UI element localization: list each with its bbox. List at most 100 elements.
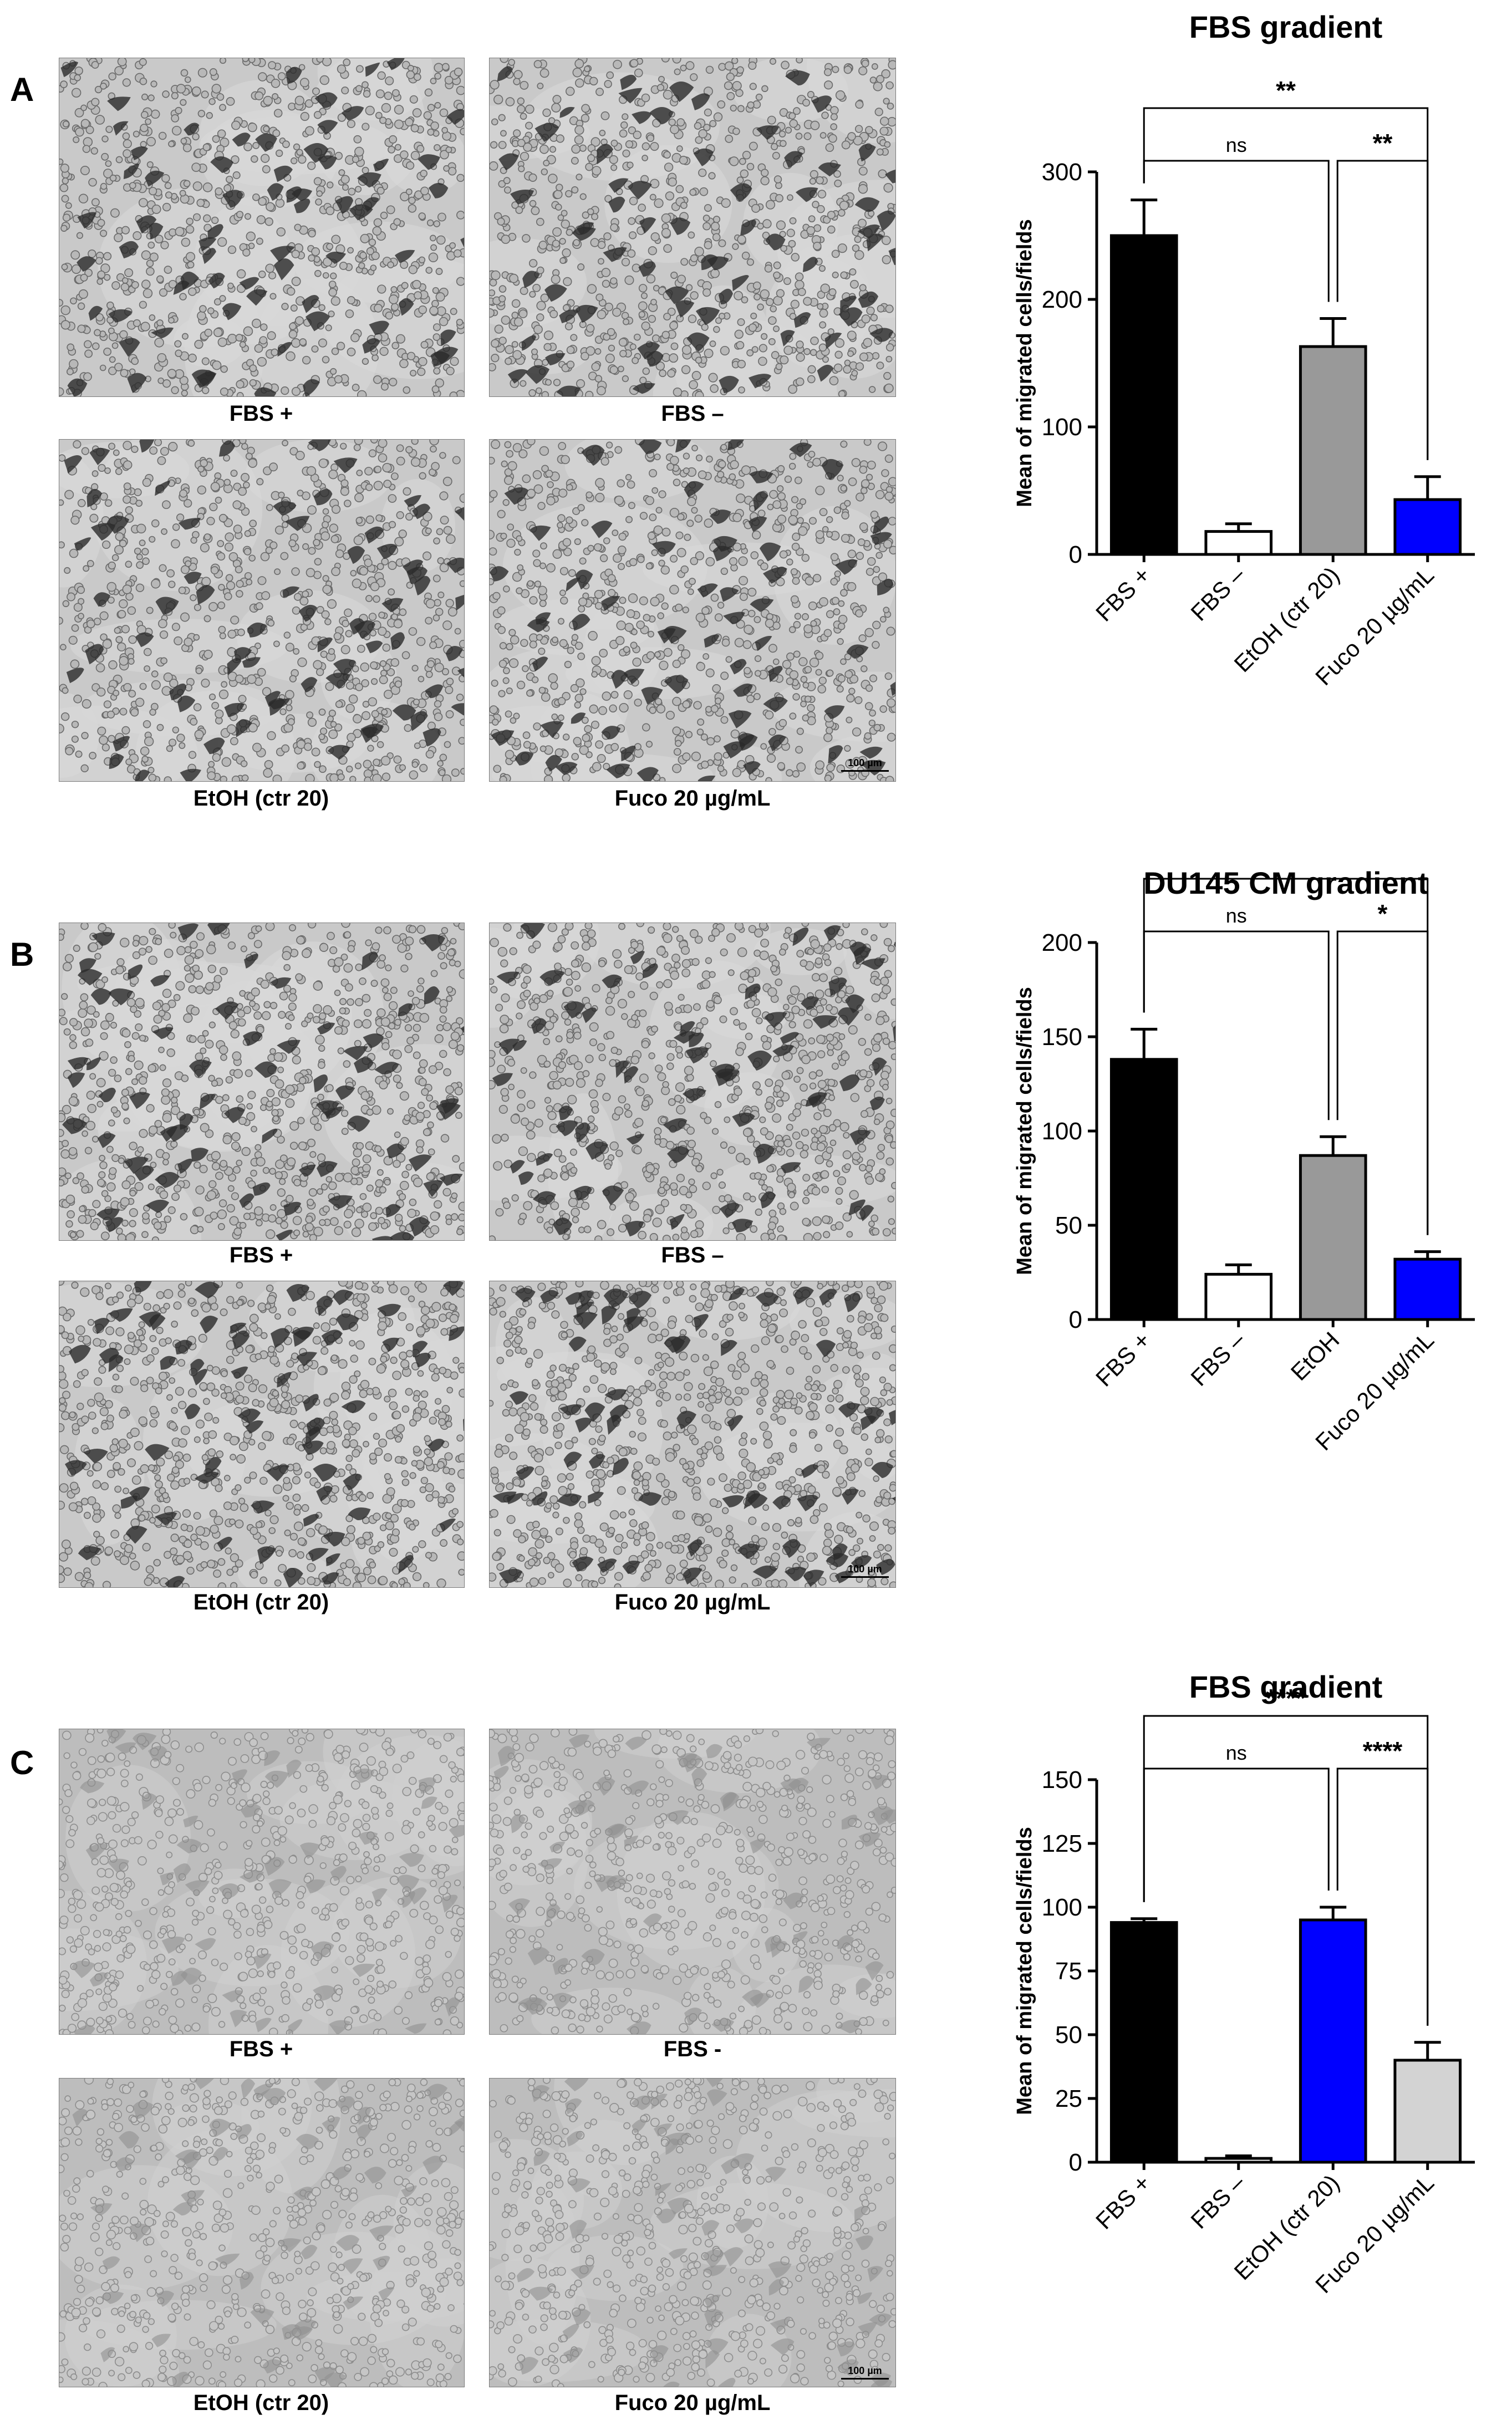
- x-tick-label: FBS +: [1091, 2169, 1155, 2234]
- bar: [1393, 1257, 1462, 1321]
- x-tick-label: FBS –: [1185, 1327, 1250, 1391]
- micrograph-texture: [59, 1281, 464, 1587]
- micrograph-a-fbs-plus: [59, 58, 465, 397]
- y-tick-label: 75: [1055, 1958, 1082, 1985]
- bar: [1204, 2157, 1273, 2164]
- micrograph-texture: [490, 58, 895, 396]
- significance-label: **: [1276, 76, 1296, 105]
- micrograph-b-fbs-plus: [59, 923, 465, 1241]
- chart-svg: FBS gradient Mean of migrated cells/field…: [1013, 1669, 1475, 2298]
- bar: [1299, 345, 1367, 556]
- significance-bracket: [1143, 930, 1330, 1120]
- significance-label: ns: [1226, 1741, 1247, 1764]
- y-tick-label: 50: [1055, 1212, 1082, 1239]
- micrograph-c-fbs-plus: [59, 1729, 465, 2035]
- x-tick-label: EtOH: [1286, 1327, 1345, 1385]
- significance-label: ns: [1226, 904, 1247, 927]
- micrograph-texture: [490, 923, 895, 1240]
- panel-letter-b: B: [10, 936, 34, 973]
- chart-svg: FBS gradient Mean of migrated cells/field…: [1013, 9, 1475, 690]
- caption-c-etoh: EtOH (ctr 20): [193, 2391, 329, 2415]
- micrograph-texture: [59, 440, 464, 781]
- y-tick-label: 300: [1042, 159, 1082, 186]
- y-tick-label: 150: [1042, 1766, 1082, 1794]
- micrograph-texture: [490, 1729, 895, 2034]
- significance-bracket: [1143, 1767, 1330, 1902]
- caption-a-fbs-plus: FBS +: [229, 401, 293, 426]
- significance-label: ****: [1363, 1736, 1403, 1765]
- panel-letter-a: A: [10, 71, 34, 108]
- x-tick-label: FBS –: [1185, 2169, 1250, 2234]
- micrograph-a-fuco: [489, 439, 896, 782]
- bar-chart-a: FBS gradient Mean of migrated cells/field…: [976, 0, 1508, 787]
- scale-bar-line: [841, 770, 889, 772]
- y-tick-label: 100: [1042, 414, 1082, 441]
- significance-bracket: [1336, 160, 1429, 460]
- y-axis-label: Mean of migrated cells/fields: [1013, 219, 1036, 507]
- scale-bar-b: 100 µm: [837, 1563, 893, 1578]
- bar: [1299, 1918, 1367, 2164]
- y-tick-label: 100: [1042, 1894, 1082, 1921]
- caption-c-fbs-plus: FBS +: [229, 2037, 293, 2061]
- micrograph-c-fbs-minus: [489, 1729, 896, 2035]
- scale-bar-c: 100 µm: [837, 2365, 893, 2380]
- scale-bar-a: 100 µm: [837, 757, 893, 772]
- significance-label: *: [1281, 865, 1291, 875]
- micrograph-texture: [490, 1281, 895, 1587]
- y-tick-label: 125: [1042, 1830, 1082, 1857]
- y-tick-label: 200: [1042, 286, 1082, 313]
- significance-label: **: [1373, 129, 1393, 157]
- micrograph-texture: [59, 58, 464, 396]
- micrograph-texture: [59, 2079, 464, 2387]
- chart-title: FBS gradient: [1189, 1669, 1382, 1704]
- bar: [1109, 1921, 1178, 2164]
- chart-title: DU145 CM gradient: [1143, 865, 1428, 900]
- caption-a-etoh: EtOH (ctr 20): [193, 786, 329, 811]
- caption-c-fbs-minus: FBS -: [663, 2037, 722, 2061]
- x-tick-label: FBS –: [1185, 562, 1250, 626]
- micrograph-b-etoh: [59, 1281, 465, 1588]
- bar: [1204, 530, 1273, 556]
- bar: [1393, 498, 1462, 556]
- micrograph-a-fbs-minus: [489, 58, 896, 397]
- bar: [1109, 1058, 1178, 1321]
- x-tick-label: FBS +: [1091, 1327, 1155, 1392]
- micrograph-texture: [59, 1729, 464, 2034]
- caption-c-fuco: Fuco 20 µg/mL: [614, 2391, 771, 2415]
- panel-letter-c: C: [10, 1744, 34, 1781]
- scale-bar-line: [841, 1576, 889, 1578]
- chart-title: FBS gradient: [1189, 9, 1382, 44]
- significance-label: ****: [1266, 1684, 1306, 1713]
- bar: [1109, 234, 1178, 556]
- bar: [1299, 1154, 1367, 1321]
- significance-bracket: [1336, 1767, 1429, 2026]
- y-tick-label: 150: [1042, 1023, 1082, 1051]
- x-tick-label: FBS +: [1091, 562, 1155, 626]
- caption-b-fbs-minus: FBS –: [661, 1243, 724, 1267]
- micrograph-texture: [490, 440, 895, 781]
- micrograph-c-etoh: [59, 2078, 465, 2387]
- y-axis-label: Mean of migrated cells/fields: [1013, 1827, 1036, 2115]
- y-tick-label: 0: [1069, 2149, 1082, 2176]
- significance-bracket: [1336, 930, 1429, 1235]
- micrograph-a-etoh: [59, 439, 465, 782]
- y-tick-label: 0: [1069, 541, 1082, 568]
- bar-chart-b: DU145 CM gradient Mean of migrated cells/…: [976, 865, 1508, 1591]
- micrograph-texture: [490, 2079, 895, 2387]
- chart-svg: DU145 CM gradient Mean of migrated cells/…: [1013, 865, 1475, 1455]
- significance-label: *: [1378, 899, 1388, 928]
- caption-b-fbs-plus: FBS +: [229, 1243, 293, 1267]
- y-tick-label: 100: [1042, 1118, 1082, 1145]
- y-tick-label: 200: [1042, 929, 1082, 956]
- bar: [1393, 2059, 1462, 2164]
- caption-a-fbs-minus: FBS –: [661, 401, 724, 426]
- y-tick-label: 25: [1055, 2085, 1082, 2112]
- micrograph-b-fuco: [489, 1281, 896, 1588]
- significance-label: ns: [1226, 134, 1247, 156]
- caption-b-etoh: EtOH (ctr 20): [193, 1590, 329, 1614]
- caption-a-fuco: Fuco 20 µg/mL: [614, 786, 771, 811]
- scale-bar-line: [841, 2378, 889, 2380]
- y-tick-label: 50: [1055, 2021, 1082, 2049]
- bar-chart-c: FBS gradient Mean of migrated cells/field…: [976, 1669, 1508, 2423]
- micrograph-c-fuco: [489, 2078, 896, 2387]
